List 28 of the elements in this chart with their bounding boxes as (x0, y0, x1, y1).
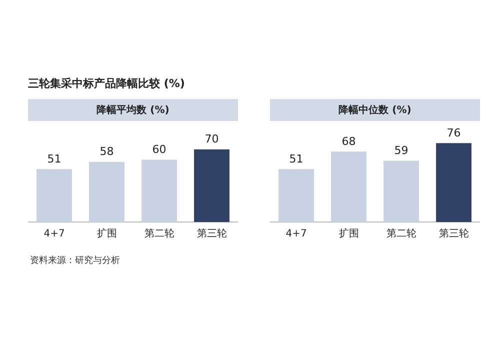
x-tick-label: 第二轮 (386, 228, 416, 240)
data-label: 68 (342, 134, 356, 148)
x-tick-label: 4+7 (44, 228, 65, 240)
data-label: 58 (100, 145, 114, 158)
bar (142, 160, 177, 222)
data-label: 76 (446, 126, 461, 140)
chart-subtitle: 降幅中位数 (%) (270, 99, 480, 121)
x-tick-label: 第三轮 (438, 228, 469, 240)
data-label: 51 (289, 152, 304, 166)
data-label: 70 (204, 132, 219, 146)
x-tick-label: 扩围 (96, 228, 117, 240)
data-label: 60 (152, 143, 166, 156)
bar (384, 160, 419, 222)
bar (278, 169, 314, 222)
x-tick-label: 第三轮 (196, 228, 227, 240)
chart-subtitle: 降幅平均数 (%) (28, 99, 238, 121)
data-label: 59 (394, 144, 408, 158)
bar (331, 151, 366, 222)
bar (36, 169, 72, 222)
bar (194, 149, 230, 222)
data-label: 51 (47, 152, 62, 166)
x-tick-label: 扩围 (338, 228, 359, 240)
x-tick-label: 第二轮 (144, 228, 174, 240)
text: 资料来源：研究与分析 (30, 254, 121, 267)
bar (436, 143, 472, 222)
bar (89, 162, 124, 222)
x-tick-label: 4+7 (286, 228, 307, 240)
chart-title: 三轮集采中标产品降幅比较 (%) (28, 76, 186, 91)
